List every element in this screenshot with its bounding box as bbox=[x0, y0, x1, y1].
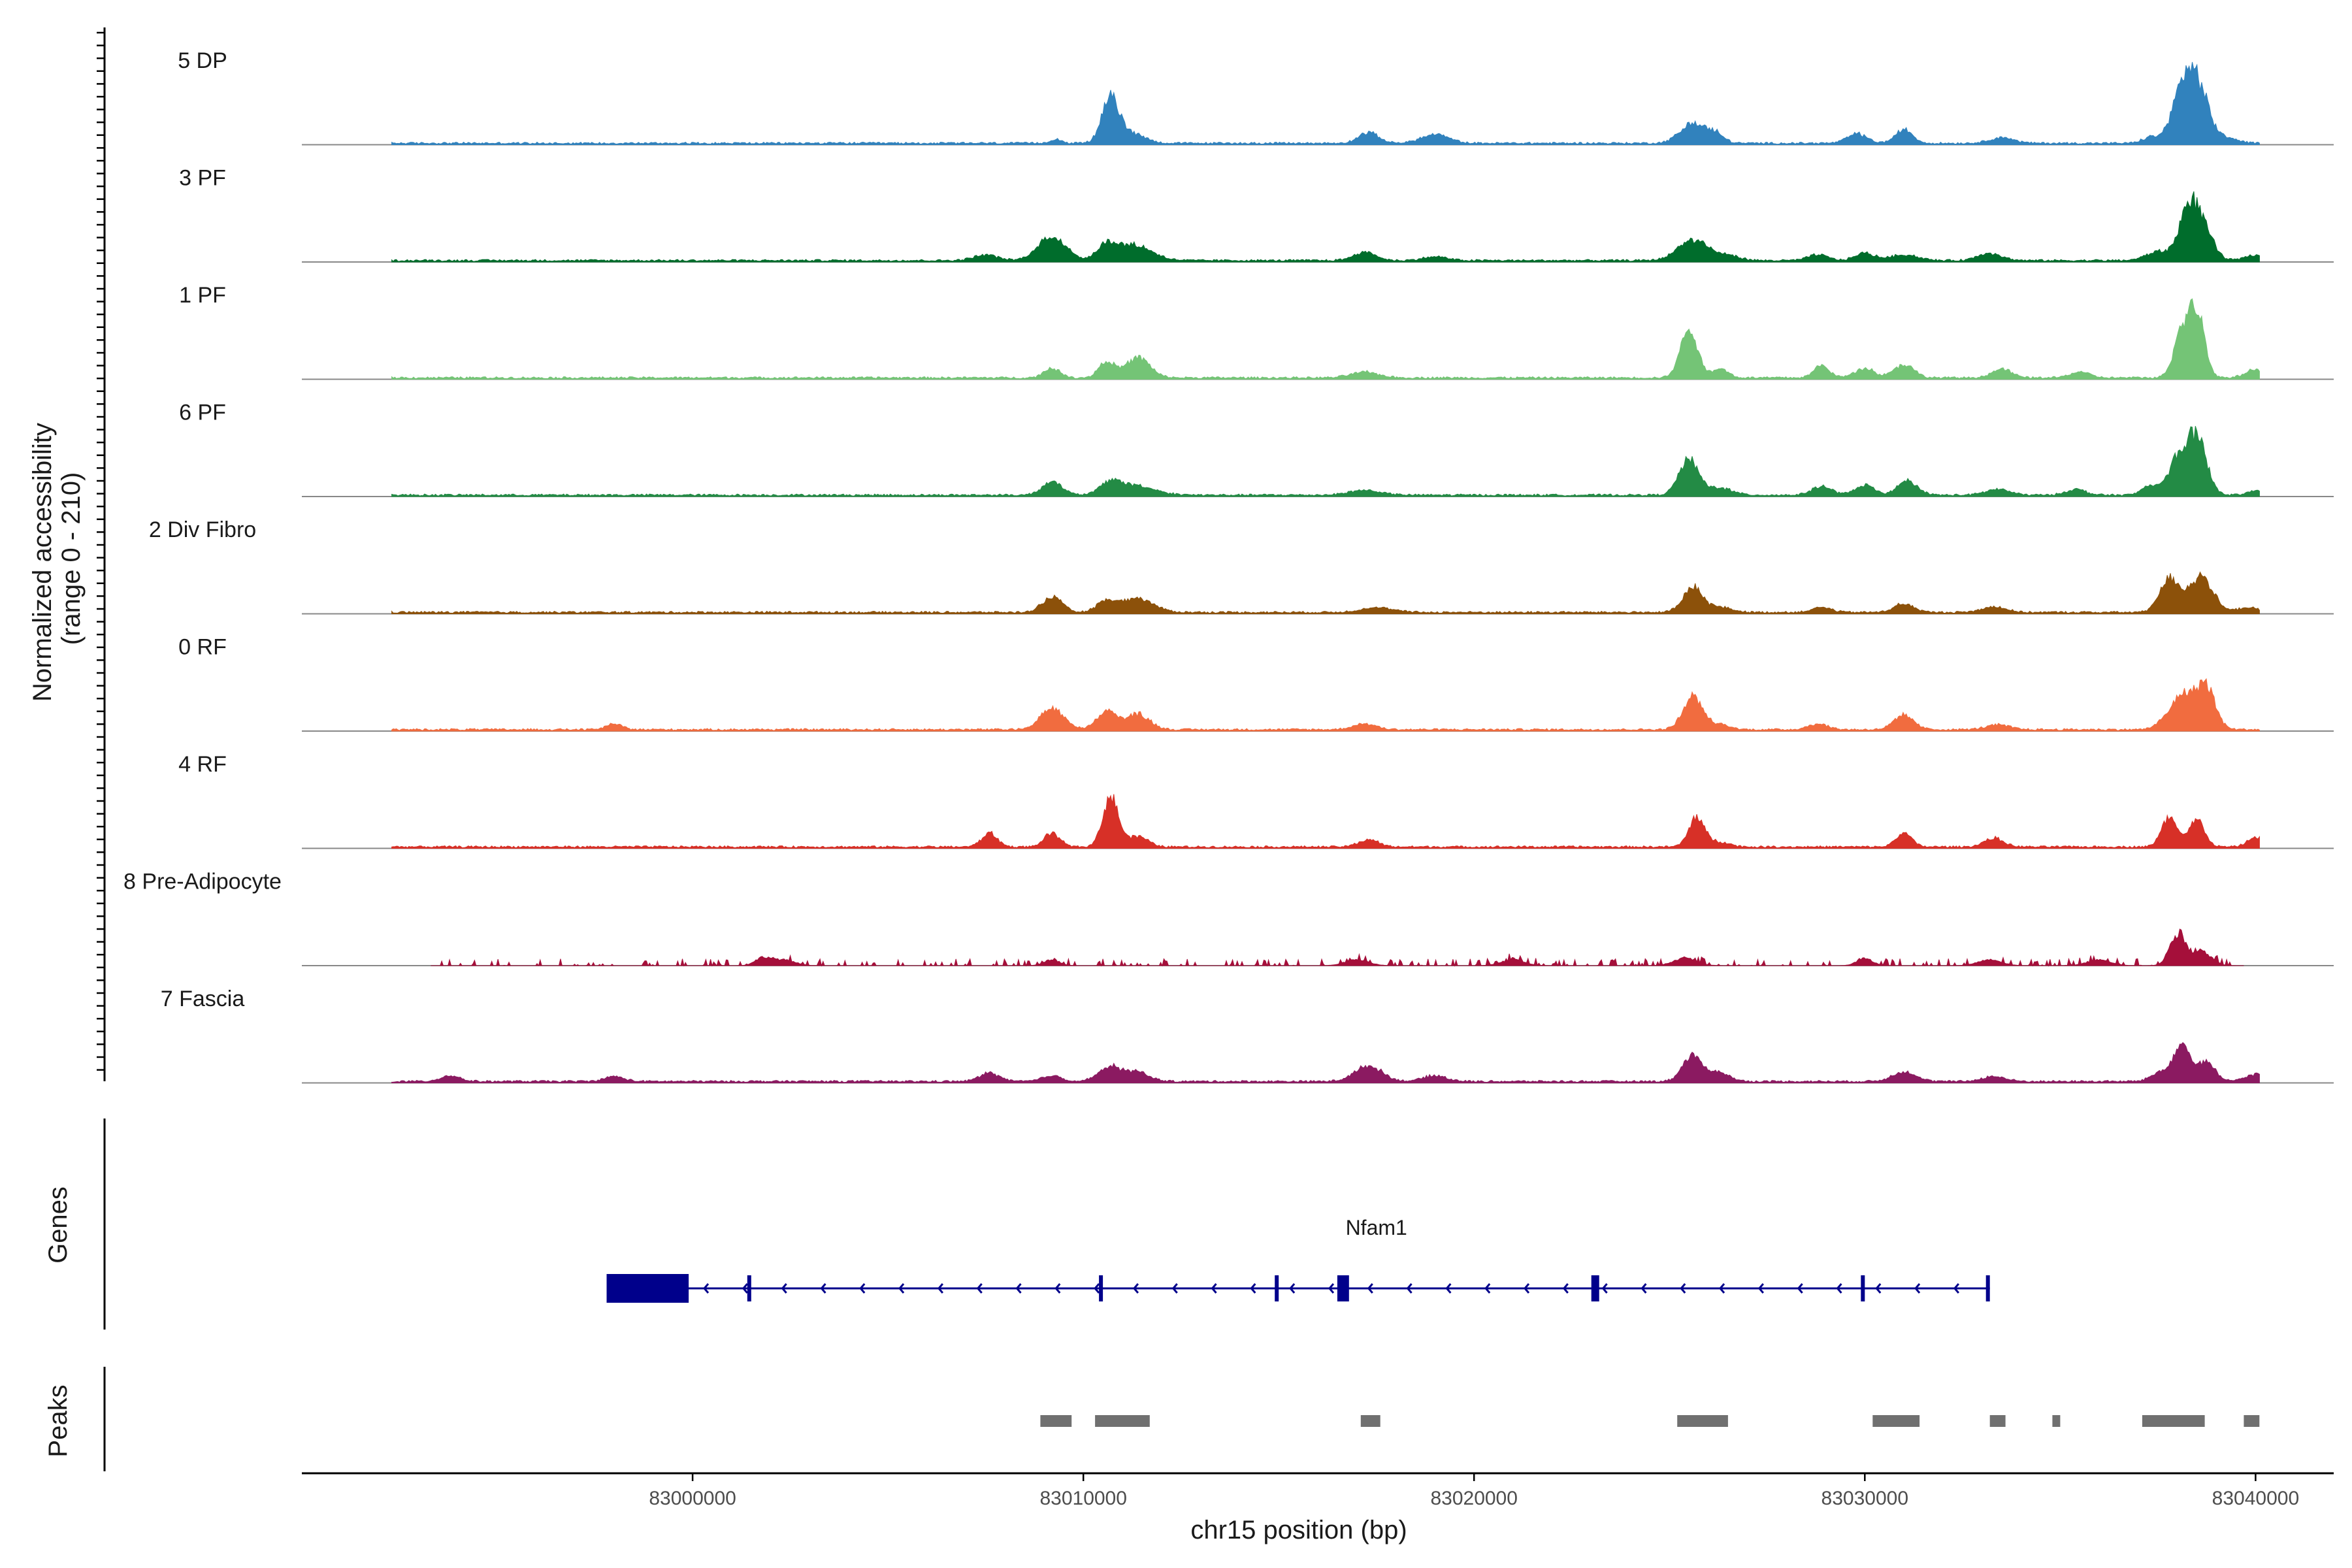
peaks-panel: Peaks bbox=[44, 1367, 2260, 1471]
peak-region bbox=[1040, 1415, 1072, 1427]
peak-region bbox=[1989, 1415, 2006, 1427]
y-axis bbox=[97, 27, 106, 1081]
peak-region bbox=[2244, 1415, 2260, 1427]
track-2-div-fibro: 2 Div Fibro bbox=[149, 517, 2334, 615]
track-label: 2 Div Fibro bbox=[149, 517, 256, 542]
strand-chevron bbox=[703, 1283, 710, 1294]
genes-track-label: Genes bbox=[44, 1186, 73, 1264]
y-axis-title-line2: (range 0 - 210) bbox=[57, 472, 86, 645]
y-axis-title: Normalized accessibility (range 0 - 210) bbox=[28, 416, 86, 702]
strand-chevron bbox=[1171, 1283, 1178, 1294]
coverage-area bbox=[391, 794, 2260, 849]
strand-chevron bbox=[1719, 1283, 1725, 1294]
track-3-pf: 3 PF bbox=[179, 166, 2334, 263]
strand-chevron bbox=[1445, 1283, 1452, 1294]
strand-chevron bbox=[1289, 1283, 1296, 1294]
coverage-area bbox=[391, 571, 2260, 614]
coverage-tracks: 5 DP 3 PF 1 PF 6 PF 2 Div Fibro 0 RF 4 RF 8 Pre… bbox=[123, 48, 2334, 1084]
gene-exon bbox=[1591, 1275, 1599, 1301]
y-axis-title-line1: Normalized accessibility bbox=[28, 423, 57, 702]
strand-chevron bbox=[1524, 1283, 1530, 1294]
strand-chevron bbox=[976, 1283, 983, 1294]
strand-chevron bbox=[1367, 1283, 1373, 1294]
x-tick-label: 83020000 bbox=[1430, 1488, 1517, 1509]
strand-chevron bbox=[1797, 1283, 1803, 1294]
strand-chevron bbox=[1250, 1283, 1256, 1294]
strand-chevron bbox=[1562, 1283, 1569, 1294]
gene-exon bbox=[606, 1274, 689, 1303]
peak-regions bbox=[1040, 1415, 2260, 1427]
strand-chevron bbox=[1211, 1283, 1217, 1294]
strand-chevron bbox=[1015, 1283, 1022, 1294]
x-tick-label: 83040000 bbox=[2212, 1488, 2299, 1509]
strand-chevron bbox=[742, 1283, 748, 1294]
coverage-area bbox=[431, 928, 2244, 967]
x-axis: 83000000 83010000 83020000 83030000 83040000… bbox=[302, 1472, 2334, 1544]
strand-chevron bbox=[1054, 1283, 1061, 1294]
peaks-track-label: Peaks bbox=[44, 1384, 73, 1457]
strand-chevron bbox=[781, 1283, 787, 1294]
y-axis-ticks bbox=[97, 31, 105, 1071]
genes-panel: Genes Nfam1 bbox=[44, 1119, 1990, 1330]
gene-exon bbox=[1337, 1275, 1349, 1301]
gene-exon bbox=[1275, 1275, 1279, 1301]
track-1-pf: 1 PF bbox=[179, 283, 2334, 380]
x-axis-title: chr15 position (bp) bbox=[1190, 1516, 1407, 1544]
track-label: 7 Fascia bbox=[161, 987, 245, 1011]
coverage-area bbox=[391, 298, 2260, 380]
gene-exon bbox=[1861, 1275, 1865, 1301]
strand-chevron bbox=[937, 1283, 944, 1294]
strand-chevron bbox=[1914, 1283, 1921, 1294]
strand-chevron bbox=[898, 1283, 905, 1294]
gene-exon bbox=[747, 1275, 751, 1301]
track-label: 3 PF bbox=[179, 166, 226, 191]
strand-chevron bbox=[1484, 1283, 1491, 1294]
coverage-area bbox=[391, 678, 2260, 732]
track-7-fascia: 7 Fascia bbox=[161, 987, 2334, 1084]
x-tick-label: 83010000 bbox=[1039, 1488, 1126, 1509]
x-tick-label: 83030000 bbox=[1821, 1488, 1908, 1509]
strand-chevron bbox=[1680, 1283, 1686, 1294]
x-tick-label: 83000000 bbox=[649, 1488, 736, 1509]
strand-chevron bbox=[1875, 1283, 1882, 1294]
strand-chevron bbox=[1757, 1283, 1764, 1294]
track-label: 6 PF bbox=[179, 400, 226, 425]
peak-region bbox=[2142, 1415, 2205, 1427]
track-label: 8 Pre-Adipocyte bbox=[123, 870, 282, 894]
peak-region bbox=[1677, 1415, 1728, 1427]
gene-exon bbox=[1099, 1275, 1103, 1301]
strand-chevron bbox=[1328, 1283, 1335, 1294]
strand-chevron bbox=[1601, 1283, 1608, 1294]
strand-chevron bbox=[1641, 1283, 1647, 1294]
track-label: 5 DP bbox=[178, 48, 227, 73]
coverage-area bbox=[391, 191, 2260, 263]
coverage-area bbox=[391, 1041, 2260, 1083]
track-5-dp: 5 DP bbox=[178, 48, 2334, 146]
track-8-pre-adipocyte: 8 Pre-Adipocyte bbox=[123, 870, 2334, 967]
strand-chevron bbox=[820, 1283, 826, 1294]
x-axis-ticks: 83000000 83010000 83020000 83030000 83040000 bbox=[649, 1473, 2299, 1509]
gene-name-label: Nfam1 bbox=[1346, 1216, 1407, 1239]
strand-chevron bbox=[1094, 1283, 1100, 1294]
track-label: 0 RF bbox=[178, 635, 227, 660]
strand-chevron bbox=[1953, 1283, 1960, 1294]
track-0-rf: 0 RF bbox=[178, 635, 2334, 732]
gene-exon bbox=[1985, 1275, 1990, 1301]
peak-region bbox=[1872, 1415, 1920, 1427]
peak-region bbox=[2052, 1415, 2061, 1427]
track-4-rf: 4 RF bbox=[178, 752, 2334, 849]
track-6-pf: 6 PF bbox=[179, 400, 2334, 497]
coverage-area bbox=[391, 426, 2260, 497]
strand-chevron bbox=[1406, 1283, 1413, 1294]
peak-region bbox=[1360, 1415, 1380, 1427]
track-label: 4 RF bbox=[178, 752, 227, 777]
strand-chevron bbox=[1132, 1283, 1139, 1294]
coverage-area bbox=[391, 61, 2260, 145]
gene-model bbox=[606, 1274, 1990, 1303]
strand-chevron bbox=[859, 1283, 866, 1294]
peak-region bbox=[1095, 1415, 1150, 1427]
track-label: 1 PF bbox=[179, 283, 226, 308]
strand-chevron bbox=[1836, 1283, 1842, 1294]
